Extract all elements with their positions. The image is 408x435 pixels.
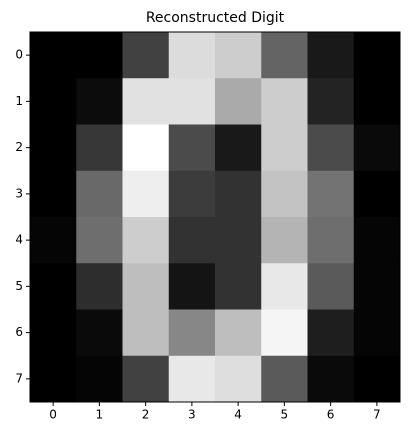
y-tick-label: 5: [15, 279, 23, 293]
cell: [122, 170, 170, 218]
cell: [168, 124, 216, 172]
cell: [353, 78, 401, 125]
cell: [261, 32, 308, 79]
y-tick-label: 6: [15, 325, 23, 339]
chart-title: Reconstructed Digit: [146, 10, 285, 26]
x-tick-label: 4: [234, 408, 242, 422]
cell: [76, 32, 123, 79]
cell: [122, 32, 170, 79]
cell: [307, 78, 355, 125]
x-tick-label: 2: [142, 408, 150, 422]
cell: [353, 124, 401, 172]
cell: [168, 263, 216, 310]
cell: [307, 124, 355, 172]
cell: [261, 170, 308, 218]
x-tick-label: 0: [49, 408, 57, 422]
y-tick-label: 4: [15, 233, 23, 247]
cell: [215, 124, 262, 172]
cell: [168, 170, 216, 218]
cell: [215, 309, 262, 357]
cell: [168, 217, 216, 264]
cell: [122, 355, 170, 403]
cell: [76, 170, 123, 218]
cell: [76, 309, 123, 357]
cell: [353, 170, 401, 218]
cell: [76, 263, 123, 310]
cell: [122, 263, 170, 310]
y-tick-label: 0: [15, 48, 23, 62]
cell: [30, 217, 77, 264]
cell: [353, 32, 401, 79]
cell: [215, 217, 262, 264]
cell: [30, 309, 77, 357]
cell: [307, 32, 355, 79]
cell: [122, 124, 170, 172]
cell: [261, 309, 308, 357]
axes-frame: [29, 31, 401, 403]
cell: [261, 355, 308, 403]
cell: [261, 263, 308, 310]
cell: [30, 78, 77, 125]
cell: [353, 355, 401, 403]
cell: [353, 217, 401, 264]
x-tick-label: 6: [327, 408, 335, 422]
cell: [30, 263, 77, 310]
cell: [76, 217, 123, 264]
y-tick-label: 3: [15, 186, 23, 200]
cell: [215, 263, 262, 310]
cell: [353, 263, 401, 310]
cell: [261, 124, 308, 172]
cell: [30, 124, 77, 172]
cell: [307, 355, 355, 403]
cell: [215, 78, 262, 125]
cell: [261, 217, 308, 264]
y-tick-label: 1: [15, 94, 23, 108]
cell: [30, 170, 77, 218]
y-tick-label: 7: [15, 371, 23, 385]
cell: [168, 309, 216, 357]
cell: [307, 309, 355, 357]
cell: [30, 32, 77, 79]
x-tick-label: 3: [188, 408, 196, 422]
cell: [215, 355, 262, 403]
cell: [168, 78, 216, 125]
cell: [261, 78, 308, 125]
x-tick-label: 1: [96, 408, 104, 422]
cell: [307, 217, 355, 264]
cell: [76, 78, 123, 125]
cell: [215, 170, 262, 218]
cell: [168, 32, 216, 79]
cell: [215, 32, 262, 79]
cell: [122, 78, 170, 125]
cell: [122, 309, 170, 357]
cell: [307, 263, 355, 310]
cell: [122, 217, 170, 264]
cell: [353, 309, 401, 357]
cell: [168, 355, 216, 403]
cell: [76, 355, 123, 403]
cell: [307, 170, 355, 218]
x-tick-label: 7: [373, 408, 381, 422]
cell: [76, 124, 123, 172]
y-tick-label: 2: [15, 140, 23, 154]
x-tick-label: 5: [281, 408, 289, 422]
cell: [30, 355, 77, 403]
